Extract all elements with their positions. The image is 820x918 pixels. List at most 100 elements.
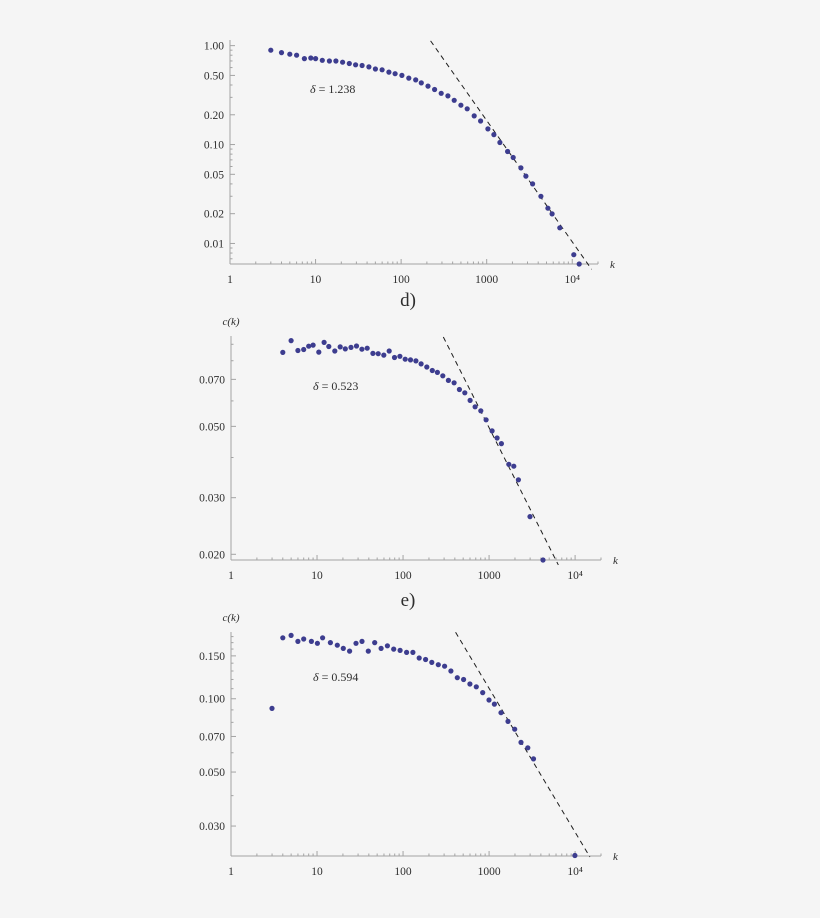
x-tick-label: 10 [311, 570, 323, 582]
delta-symbol: δ [313, 670, 319, 684]
power-law-fit-line [442, 336, 559, 566]
x-tick-label: 1 [228, 866, 234, 878]
data-point [327, 640, 333, 646]
delta-annotation: δ = 1.238 [310, 82, 355, 96]
data-point [429, 659, 435, 666]
x-axis-label: k [613, 851, 619, 863]
data-point [413, 77, 419, 83]
data-point [467, 681, 473, 687]
data-point [518, 165, 524, 171]
data-point [454, 675, 460, 681]
panel-caption: d) [400, 290, 416, 311]
data-point [424, 364, 430, 370]
data-point [505, 718, 511, 725]
data-point [372, 640, 378, 646]
data-point [472, 404, 478, 410]
data-point [461, 676, 467, 683]
data-point [364, 345, 370, 351]
data-point [381, 352, 387, 358]
data-point [498, 441, 504, 447]
data-point [386, 348, 392, 354]
y-tick-label: 1.00 [204, 41, 224, 53]
data-point [378, 645, 384, 652]
data-point [467, 397, 473, 403]
data-point [549, 211, 555, 217]
y-tick-label: 0.050 [199, 767, 225, 779]
data-point [365, 648, 371, 654]
delta-symbol: δ [313, 379, 319, 393]
chart-2: 1 10 100 1000 10⁴ 0.070 0.050 0.030 0.020 k c(k) δ … [199, 316, 619, 582]
data-point [557, 225, 563, 231]
data-point [334, 642, 340, 648]
data-point [353, 640, 359, 646]
data-point [485, 126, 491, 132]
data-point [525, 745, 531, 751]
data-point [379, 67, 385, 73]
data-point [451, 97, 457, 103]
x-tick-label: 1 [228, 570, 234, 582]
data-point [397, 353, 403, 359]
data-point [440, 373, 446, 379]
data-point [451, 380, 457, 386]
data-point [391, 354, 398, 361]
panel-caption: e) [401, 590, 416, 611]
x-tick-label: 1000 [478, 570, 501, 582]
data-point [359, 346, 365, 352]
data-point [483, 417, 489, 423]
y-tick-label: 0.070 [199, 374, 225, 386]
data-point [313, 56, 319, 62]
data-point [576, 261, 582, 267]
data-point [510, 154, 516, 161]
data-point [320, 635, 326, 641]
data-point [511, 463, 517, 469]
data-point [418, 80, 424, 86]
data-point [494, 435, 500, 441]
data-point [397, 647, 403, 654]
data-point [425, 83, 431, 89]
data-point [288, 632, 294, 639]
data-point [392, 71, 398, 77]
x-axis-label: k [610, 259, 616, 271]
data-point [353, 343, 360, 349]
data-point [342, 346, 348, 352]
data-point [321, 339, 327, 345]
data-point [515, 477, 522, 483]
data-point [435, 662, 441, 668]
data-point [478, 118, 484, 124]
data-point [348, 344, 354, 350]
data-point [486, 697, 492, 703]
y-tick-label: 0.150 [199, 651, 225, 663]
y-axis-label: c(k) [222, 612, 239, 624]
data-point [370, 350, 376, 356]
data-point [359, 638, 365, 645]
data-point [310, 342, 316, 348]
data-point [406, 75, 412, 81]
delta-symbol: δ [310, 82, 316, 96]
data-point [448, 668, 454, 674]
data-point [423, 656, 429, 663]
data-point [518, 739, 524, 746]
data-series [268, 47, 582, 267]
data-point [527, 514, 533, 520]
data-point [288, 338, 294, 344]
data-point [346, 60, 352, 67]
data-point [295, 638, 301, 645]
data-point [538, 193, 544, 199]
data-point [407, 357, 414, 363]
data-point [384, 643, 390, 649]
data-series [280, 338, 546, 563]
data-point [445, 93, 451, 99]
data-point [301, 346, 307, 353]
data-point [512, 726, 518, 732]
data-point [386, 69, 392, 75]
delta-annotation: δ = 0.594 [313, 670, 358, 684]
power-law-fit-line [430, 40, 592, 270]
data-point [366, 64, 372, 70]
data-point [295, 347, 301, 354]
data-point [306, 343, 312, 349]
power-law-fit-line [455, 632, 591, 858]
y-tick-label: 0.030 [199, 493, 225, 505]
data-point [413, 358, 419, 364]
chart-3: 1 10 100 1000 10⁴ 0.150 0.100 0.070 0.050 0.030 k c… [199, 612, 619, 878]
y-tick-label: 0.01 [204, 238, 224, 250]
